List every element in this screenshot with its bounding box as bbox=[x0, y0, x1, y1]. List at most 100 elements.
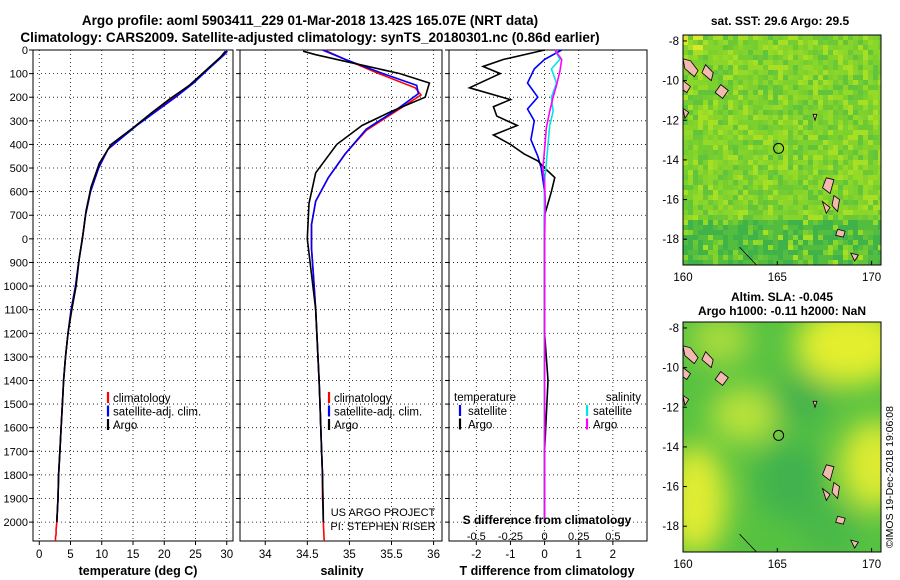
sst-cell bbox=[743, 155, 748, 160]
sst-cell bbox=[823, 120, 828, 125]
sst-cell bbox=[863, 150, 868, 155]
sst-cell bbox=[703, 85, 708, 90]
sst-cell bbox=[868, 100, 873, 105]
sst-cell bbox=[828, 195, 833, 200]
sst-cell bbox=[823, 230, 828, 235]
sst-cell bbox=[768, 225, 773, 230]
sst-cell bbox=[873, 195, 878, 200]
depth-tick-label: 1400 bbox=[4, 375, 28, 387]
sst-cell bbox=[723, 250, 728, 255]
sst-cell bbox=[878, 250, 881, 255]
sst-cell bbox=[843, 235, 848, 240]
sst-cell bbox=[798, 85, 803, 90]
sst-cell bbox=[868, 235, 873, 240]
sst-cell bbox=[708, 235, 713, 240]
sst-cell bbox=[858, 190, 863, 195]
sst-cell bbox=[788, 180, 793, 185]
sst-cell bbox=[848, 95, 853, 100]
sst-cell bbox=[843, 230, 848, 235]
sst-cell bbox=[698, 240, 703, 245]
sst-cell bbox=[868, 175, 873, 180]
sst-cell bbox=[788, 200, 793, 205]
sst-cell bbox=[793, 260, 798, 265]
sst-cell bbox=[748, 135, 753, 140]
sst-cell bbox=[733, 125, 738, 130]
sst-cell bbox=[688, 240, 693, 245]
sst-cell bbox=[758, 50, 763, 55]
sst-cell bbox=[863, 75, 868, 80]
sst-cell bbox=[793, 115, 798, 120]
sst-cell bbox=[758, 70, 763, 75]
sst-cell bbox=[758, 195, 763, 200]
sst-cell bbox=[708, 195, 713, 200]
sst-cell bbox=[698, 115, 703, 120]
sst-cell bbox=[768, 200, 773, 205]
sst-cell bbox=[878, 125, 881, 130]
sst-cell bbox=[703, 170, 708, 175]
sst-cell bbox=[698, 220, 703, 225]
depth-tick-label: 1800 bbox=[4, 470, 28, 482]
x-tick-label: 20 bbox=[158, 549, 171, 561]
sst-cell bbox=[798, 220, 803, 225]
sst-cell bbox=[728, 250, 733, 255]
sst-cell bbox=[753, 140, 758, 145]
depth-axis: 0100200300400500600700090010001100120013… bbox=[4, 45, 449, 529]
sst-cell bbox=[718, 220, 723, 225]
sst-cell bbox=[778, 245, 783, 250]
sst-cell bbox=[773, 240, 778, 245]
sst-cell bbox=[713, 50, 718, 55]
sst-cell bbox=[818, 90, 823, 95]
sst-cell bbox=[778, 115, 783, 120]
sst-cell bbox=[733, 150, 738, 155]
sst-cell bbox=[753, 205, 758, 210]
sst-cell bbox=[693, 130, 698, 135]
sst-cell bbox=[753, 240, 758, 245]
sst-cell bbox=[863, 185, 868, 190]
sst-cell bbox=[878, 65, 881, 70]
sst-cell bbox=[863, 80, 868, 85]
sst-cell bbox=[848, 250, 853, 255]
sst-cell bbox=[868, 130, 873, 135]
sst-cell bbox=[763, 225, 768, 230]
sst-cell bbox=[818, 185, 823, 190]
sst-cell bbox=[733, 50, 738, 55]
sst-cell bbox=[693, 200, 698, 205]
sst-cell bbox=[708, 65, 713, 70]
sst-cell bbox=[718, 115, 723, 120]
sst-cell bbox=[853, 40, 858, 45]
sst-cell bbox=[803, 110, 808, 115]
sst-cell bbox=[688, 80, 693, 85]
sst-cell bbox=[863, 85, 868, 90]
sst-cell bbox=[868, 70, 873, 75]
sst-cell bbox=[743, 250, 748, 255]
sst-cell bbox=[768, 250, 773, 255]
sst-cell bbox=[793, 195, 798, 200]
sst-cell bbox=[773, 130, 778, 135]
sst-cell bbox=[803, 115, 808, 120]
sst-cell bbox=[833, 235, 838, 240]
sst-cell bbox=[828, 165, 833, 170]
sst-cell bbox=[723, 220, 728, 225]
sst-cell bbox=[803, 55, 808, 60]
sst-cell bbox=[753, 235, 758, 240]
sst-cell bbox=[773, 75, 778, 80]
sst-cell bbox=[708, 250, 713, 255]
sst-cell bbox=[778, 190, 783, 195]
sst-cell bbox=[818, 230, 823, 235]
sst-cell bbox=[828, 95, 833, 100]
sst-cell bbox=[683, 120, 688, 125]
sst-cell bbox=[793, 230, 798, 235]
sst-cell bbox=[853, 50, 858, 55]
sst-cell bbox=[713, 145, 718, 150]
sst-cell bbox=[743, 190, 748, 195]
sst-cell bbox=[853, 105, 858, 110]
sst-cell bbox=[853, 45, 858, 50]
sst-cell bbox=[773, 110, 778, 115]
sst-cell bbox=[768, 165, 773, 170]
sst-cell bbox=[763, 155, 768, 160]
sst-cell bbox=[718, 130, 723, 135]
sst-cell bbox=[843, 210, 848, 215]
sst-cell bbox=[853, 175, 858, 180]
sst-cell bbox=[748, 180, 753, 185]
sst-cell bbox=[698, 130, 703, 135]
